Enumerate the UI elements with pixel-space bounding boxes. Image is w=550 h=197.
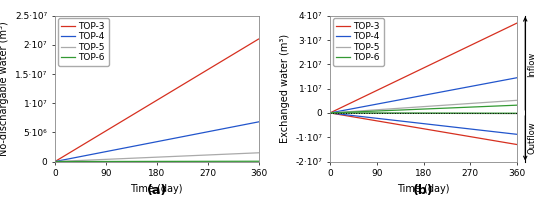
- TOP-3: [480, 38, 487, 40]
- TOP-5: [150, 156, 156, 159]
- Line: TOP-4: TOP-4: [55, 122, 258, 162]
- Line: TOP-3: TOP-3: [330, 23, 517, 113]
- TOP-6: [173, 160, 179, 163]
- TOP-5: [218, 153, 225, 156]
- TOP-5: [509, 99, 516, 102]
- TOP-4: [250, 122, 257, 124]
- TOP-6: [509, 104, 516, 107]
- TOP-6: [514, 104, 520, 106]
- TOP-5: [173, 155, 179, 158]
- TOP-6: [438, 107, 444, 110]
- Text: (b): (b): [413, 184, 434, 197]
- TOP-3: [148, 102, 155, 105]
- TOP-6: [417, 108, 424, 110]
- TOP-3: [415, 69, 422, 72]
- Y-axis label: Exchanged water (m³): Exchanged water (m³): [280, 34, 290, 143]
- TOP-3: [218, 60, 225, 62]
- TOP-3: [250, 41, 257, 43]
- TOP-6: [480, 105, 487, 108]
- TOP-4: [415, 95, 422, 97]
- Text: Inflow: Inflow: [527, 52, 536, 77]
- X-axis label: Time (day): Time (day): [130, 184, 183, 194]
- TOP-4: [52, 160, 58, 163]
- Line: TOP-5: TOP-5: [55, 153, 258, 162]
- TOP-3: [417, 69, 424, 71]
- TOP-3: [52, 160, 58, 163]
- TOP-6: [52, 160, 58, 163]
- TOP-6: [148, 160, 155, 163]
- Line: TOP-6: TOP-6: [55, 161, 258, 162]
- TOP-6: [255, 160, 262, 163]
- TOP-5: [255, 152, 262, 154]
- Y-axis label: No-dischargable water (m³): No-dischargable water (m³): [0, 21, 9, 156]
- TOP-5: [480, 101, 487, 104]
- TOP-4: [255, 121, 262, 123]
- TOP-6: [150, 160, 156, 163]
- TOP-5: [428, 105, 435, 107]
- TOP-6: [327, 112, 333, 114]
- TOP-4: [428, 93, 435, 95]
- TOP-3: [428, 63, 435, 65]
- Text: (a): (a): [147, 184, 167, 197]
- TOP-6: [162, 160, 168, 163]
- TOP-5: [415, 106, 422, 108]
- Line: TOP-4: TOP-4: [330, 78, 517, 113]
- Legend: TOP-3, TOP-4, TOP-5, TOP-6: TOP-3, TOP-4, TOP-5, TOP-6: [58, 19, 108, 66]
- TOP-3: [509, 24, 516, 26]
- TOP-6: [415, 108, 422, 111]
- TOP-4: [514, 77, 520, 79]
- TOP-5: [148, 156, 155, 159]
- TOP-5: [162, 156, 168, 158]
- TOP-3: [255, 38, 262, 40]
- TOP-4: [327, 112, 333, 114]
- TOP-4: [509, 77, 516, 80]
- TOP-5: [438, 104, 444, 107]
- TOP-5: [250, 152, 257, 154]
- TOP-4: [150, 141, 156, 144]
- TOP-6: [428, 108, 435, 110]
- TOP-3: [327, 112, 333, 114]
- TOP-4: [438, 91, 444, 93]
- TOP-6: [218, 160, 225, 163]
- Line: TOP-6: TOP-6: [330, 105, 517, 113]
- TOP-4: [148, 141, 155, 144]
- TOP-5: [514, 99, 520, 101]
- TOP-4: [173, 137, 179, 139]
- TOP-5: [52, 160, 58, 163]
- TOP-3: [173, 87, 179, 90]
- Line: TOP-5: TOP-5: [330, 100, 517, 113]
- Text: Outflow: Outflow: [527, 121, 536, 153]
- TOP-4: [162, 139, 168, 141]
- TOP-6: [250, 160, 257, 163]
- Legend: TOP-3, TOP-4, TOP-5, TOP-6: TOP-3, TOP-4, TOP-5, TOP-6: [333, 19, 383, 66]
- TOP-5: [417, 106, 424, 108]
- Line: TOP-3: TOP-3: [55, 39, 258, 162]
- TOP-5: [327, 112, 333, 114]
- X-axis label: Time (day): Time (day): [397, 184, 450, 194]
- TOP-4: [417, 95, 424, 97]
- TOP-4: [218, 128, 225, 130]
- TOP-3: [514, 22, 520, 24]
- TOP-4: [480, 83, 487, 85]
- TOP-3: [150, 101, 156, 104]
- TOP-3: [162, 94, 168, 97]
- TOP-3: [438, 58, 444, 61]
